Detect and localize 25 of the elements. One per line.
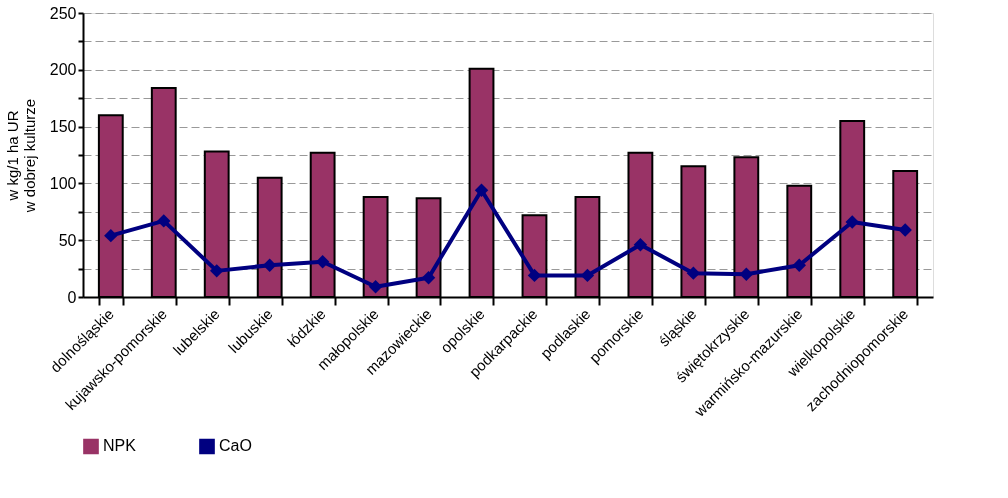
point <box>792 258 806 272</box>
point <box>104 228 118 243</box>
point <box>686 266 701 280</box>
y-tick-label: 0 <box>67 288 77 306</box>
point <box>527 268 542 283</box>
y-tick-label: 100 <box>49 174 77 192</box>
legend-label: CaO <box>219 437 252 455</box>
y-tick-label: 50 <box>58 231 77 249</box>
point <box>633 238 648 252</box>
point <box>739 267 754 281</box>
point <box>315 255 330 269</box>
point <box>474 183 489 197</box>
point <box>210 264 224 278</box>
y-axis-title: w kg/1 ha UR w dobrej kulturze <box>3 98 38 214</box>
point <box>157 214 171 228</box>
point <box>898 223 912 237</box>
y-tick-label: 250 <box>49 4 77 22</box>
point <box>368 280 383 294</box>
legend-label: NPK <box>103 437 137 455</box>
y-tick-label: 200 <box>49 61 77 79</box>
point <box>421 270 436 285</box>
point <box>262 258 277 272</box>
point <box>845 215 859 229</box>
point <box>580 268 595 283</box>
y-tick-label: 150 <box>49 118 77 136</box>
